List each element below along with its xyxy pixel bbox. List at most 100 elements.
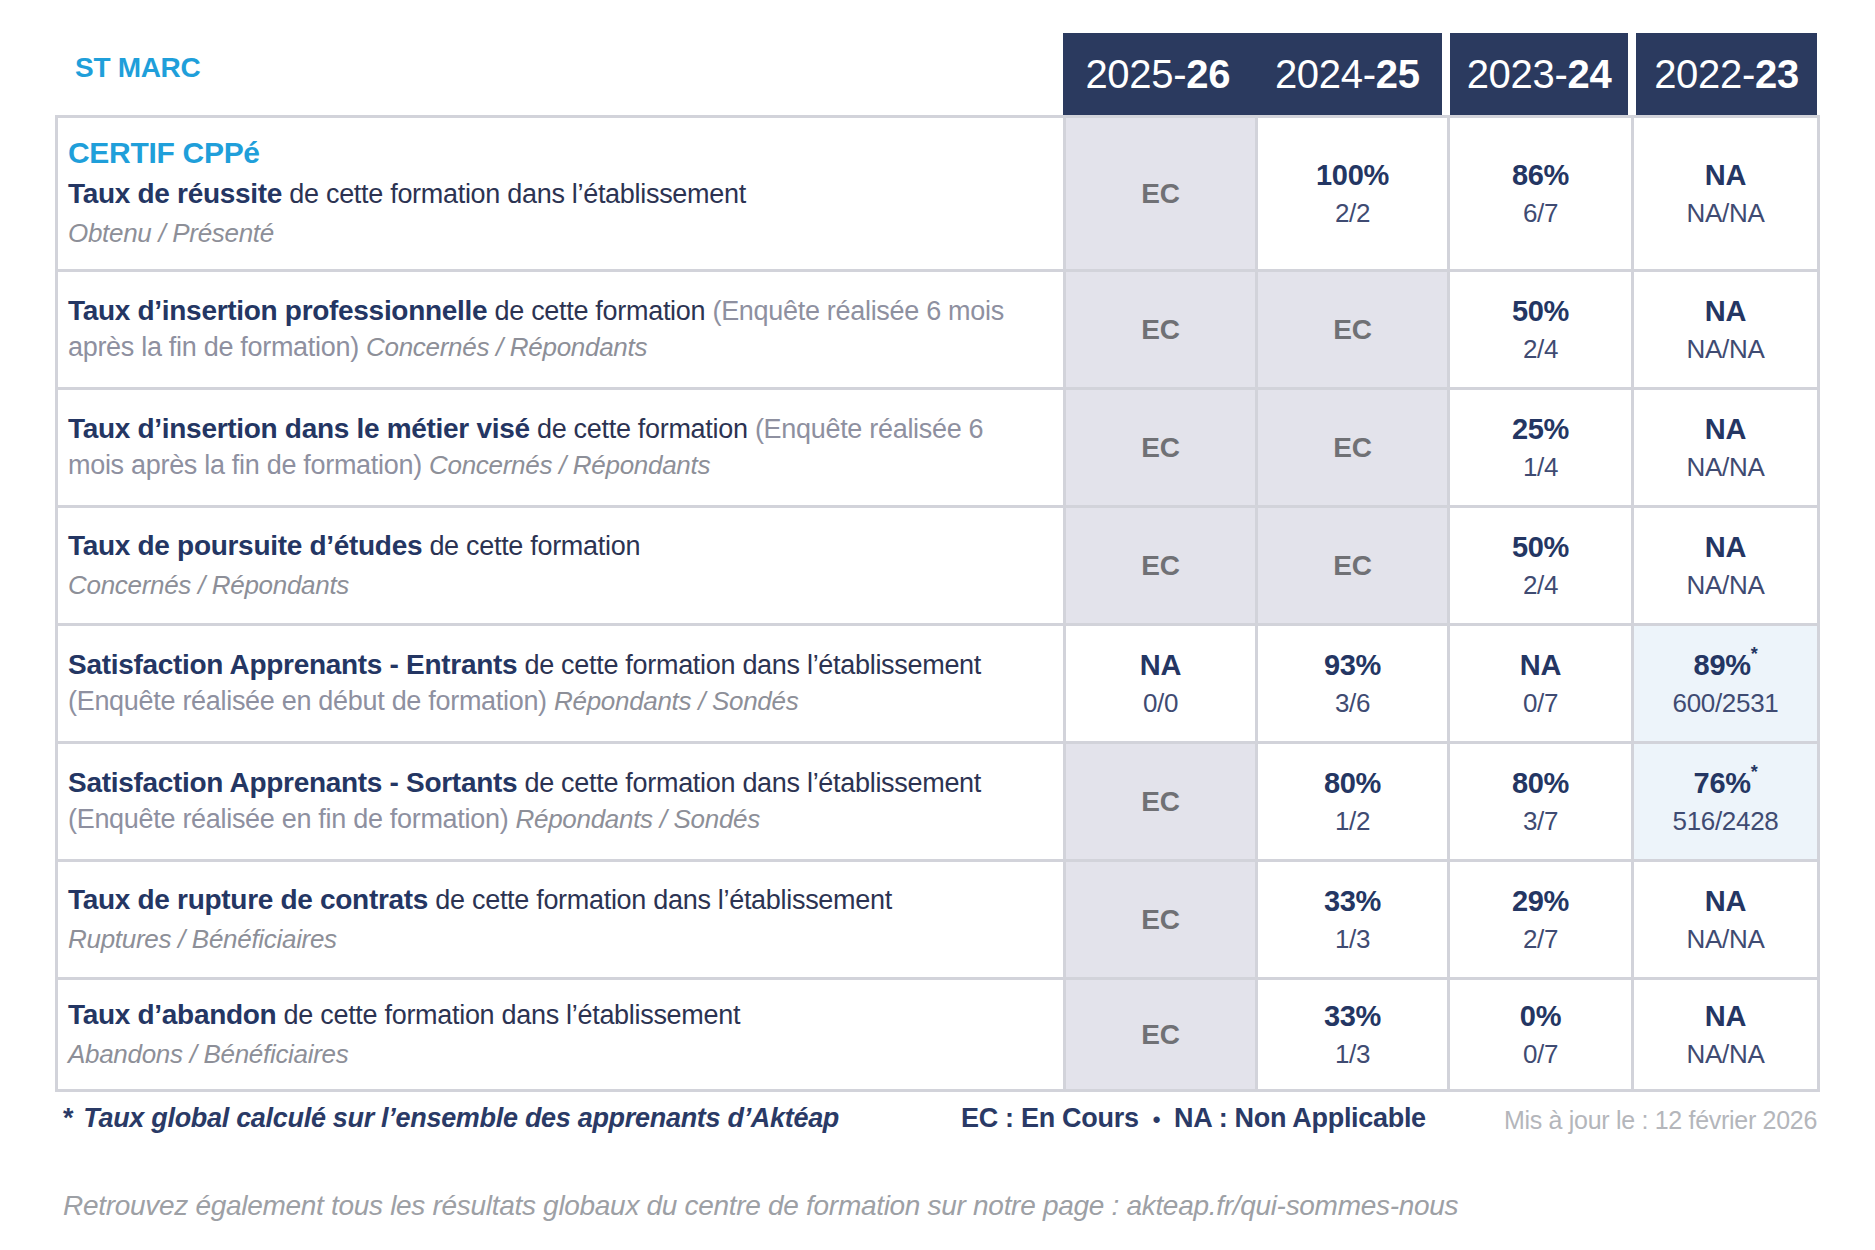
- value-cell: EC: [1066, 390, 1258, 508]
- metric-ratio-caption: Concernés / Répondants: [366, 332, 647, 362]
- percentage-value: NA: [1705, 1001, 1746, 1033]
- results-table: CERTIF CPPéTaux de réussite de cette for…: [55, 115, 1820, 1092]
- metric-title: Taux de réussite: [68, 178, 282, 209]
- fraction-value: 0/7: [1523, 1040, 1558, 1069]
- metric-title: Taux d’abandon: [68, 999, 276, 1030]
- year-prefix: 2024-: [1275, 52, 1376, 96]
- metric-label: Satisfaction Apprenants - Sortants de ce…: [68, 765, 1037, 838]
- row-label: Taux de rupture de contrats de cette for…: [58, 862, 1066, 980]
- metric-label: Taux d’insertion dans le métier visé de …: [68, 411, 1037, 484]
- percentage-value: NA: [1520, 650, 1561, 682]
- in-progress-value: EC: [1141, 1019, 1179, 1051]
- fraction-value: 516/2428: [1672, 807, 1778, 836]
- year-prefix: 2023-: [1467, 52, 1568, 96]
- metric-label: Satisfaction Apprenants - Entrants de ce…: [68, 647, 1037, 720]
- year-prefix: 2025-: [1085, 52, 1186, 96]
- percentage-text: 80%: [1512, 767, 1569, 799]
- metric-description: de cette formation: [429, 531, 640, 561]
- value-cell: 76%* 516/2428: [1634, 744, 1820, 862]
- fraction-value: NA/NA: [1687, 453, 1765, 482]
- fraction-value: NA/NA: [1687, 1040, 1765, 1069]
- fraction-value: 3/7: [1523, 807, 1558, 836]
- percentage-text: NA: [1705, 531, 1746, 563]
- fraction-value: NA/NA: [1687, 571, 1765, 600]
- metric-title: Taux de rupture de contrats: [68, 884, 428, 915]
- fraction-value: 2/4: [1523, 571, 1558, 600]
- value-cell: EC: [1066, 980, 1258, 1092]
- value-cell: NANA/NA: [1634, 862, 1820, 980]
- metric-label: Taux d’abandon de cette formation dans l…: [68, 997, 740, 1071]
- row-label: Taux de poursuite d’études de cette form…: [58, 508, 1066, 626]
- in-progress-value: EC: [1141, 904, 1179, 936]
- year-suffix: 25: [1376, 52, 1420, 96]
- year-prefix: 2022-: [1654, 52, 1755, 96]
- metric-description: de cette formation: [495, 296, 706, 326]
- fraction-value: 1/3: [1335, 1040, 1370, 1069]
- column-header-2024-25: 2024-25: [1253, 52, 1443, 97]
- percentage-value: NA: [1705, 532, 1746, 564]
- metric-title: Taux d’insertion professionnelle: [68, 295, 487, 326]
- percentage-value: 100%: [1316, 160, 1389, 192]
- metric-title: Taux d’insertion dans le métier visé: [68, 413, 530, 444]
- metric-ratio-caption: Ruptures / Bénéficiaires: [68, 922, 892, 956]
- percentage-value: 50%: [1512, 532, 1569, 564]
- percentage-text: 33%: [1324, 885, 1381, 917]
- percentage-value: 50%: [1512, 296, 1569, 328]
- metric-title: Satisfaction Apprenants - Entrants: [68, 649, 517, 680]
- value-cell: 50%2/4: [1450, 508, 1634, 626]
- percentage-value: NA: [1705, 886, 1746, 918]
- row-label: Satisfaction Apprenants - Entrants de ce…: [58, 626, 1066, 744]
- percentage-text: NA: [1705, 1000, 1746, 1032]
- value-cell: EC: [1258, 272, 1450, 390]
- value-cell: NA NA/NA: [1634, 508, 1820, 626]
- metric-title: Taux de poursuite d’études: [68, 530, 422, 561]
- fraction-value: 2/7: [1523, 925, 1558, 954]
- value-cell: EC: [1066, 272, 1258, 390]
- row-label: CERTIF CPPéTaux de réussite de cette for…: [58, 118, 1066, 272]
- fraction-value: NA/NA: [1687, 199, 1765, 228]
- school-name: ST MARC: [75, 52, 200, 84]
- percentage-text: NA: [1705, 885, 1746, 917]
- percentage-value: 29%: [1512, 886, 1569, 918]
- metric-title: Satisfaction Apprenants - Sortants: [68, 767, 517, 798]
- metric-description: de cette formation dans l’établissement: [435, 885, 892, 915]
- percentage-text: 25%: [1512, 413, 1569, 445]
- results-page: ST MARC 2025-26 2024-25 2023-24 2022-23 …: [0, 0, 1875, 1250]
- value-cell: NA NA/NA: [1634, 118, 1820, 272]
- percentage-text: NA: [1705, 159, 1746, 191]
- fraction-value: 0/0: [1143, 689, 1178, 718]
- metric-ratio-caption: Obtenu / Présenté: [68, 216, 746, 250]
- fraction-value: 1/4: [1523, 453, 1558, 482]
- value-cell: NA0/7: [1450, 626, 1634, 744]
- star-note-text: Taux global calculé sur l’ensemble des a…: [83, 1103, 839, 1133]
- percentage-value: 76%*: [1694, 767, 1758, 800]
- value-cell: 50%2/4: [1450, 272, 1634, 390]
- value-cell: 93%3/6: [1258, 626, 1450, 744]
- metric-label: Taux de rupture de contrats de cette for…: [68, 882, 892, 956]
- fraction-value: NA/NA: [1687, 335, 1765, 364]
- in-progress-value: EC: [1333, 550, 1371, 582]
- metric-description: de cette formation dans l’établissement: [524, 768, 981, 798]
- in-progress-value: EC: [1333, 432, 1371, 464]
- value-cell: EC: [1258, 508, 1450, 626]
- percentage-value: NA: [1705, 414, 1746, 446]
- value-cell: EC: [1066, 744, 1258, 862]
- row-label: Taux d’insertion dans le métier visé de …: [58, 390, 1066, 508]
- value-cell: 86%6/7: [1450, 118, 1634, 272]
- fraction-value: 2/4: [1523, 335, 1558, 364]
- percentage-text: NA: [1705, 413, 1746, 445]
- column-header-2025-26: 2025-26: [1063, 52, 1253, 97]
- value-cell: 89%*600/2531: [1634, 626, 1820, 744]
- percentage-text: 89%: [1694, 649, 1751, 681]
- year-suffix: 23: [1755, 52, 1799, 96]
- asterisk: *: [1751, 644, 1758, 664]
- percentage-value: 80%: [1324, 768, 1381, 800]
- percentage-text: 50%: [1512, 295, 1569, 327]
- in-progress-value: EC: [1141, 178, 1179, 210]
- year-suffix: 24: [1567, 52, 1611, 96]
- value-cell: 0%0/7: [1450, 980, 1634, 1092]
- metric-ratio-caption: Concernés / Répondants: [68, 568, 640, 602]
- percentage-text: 33%: [1324, 1000, 1381, 1032]
- percentage-value: NA: [1705, 160, 1746, 192]
- fraction-value: 1/3: [1335, 925, 1370, 954]
